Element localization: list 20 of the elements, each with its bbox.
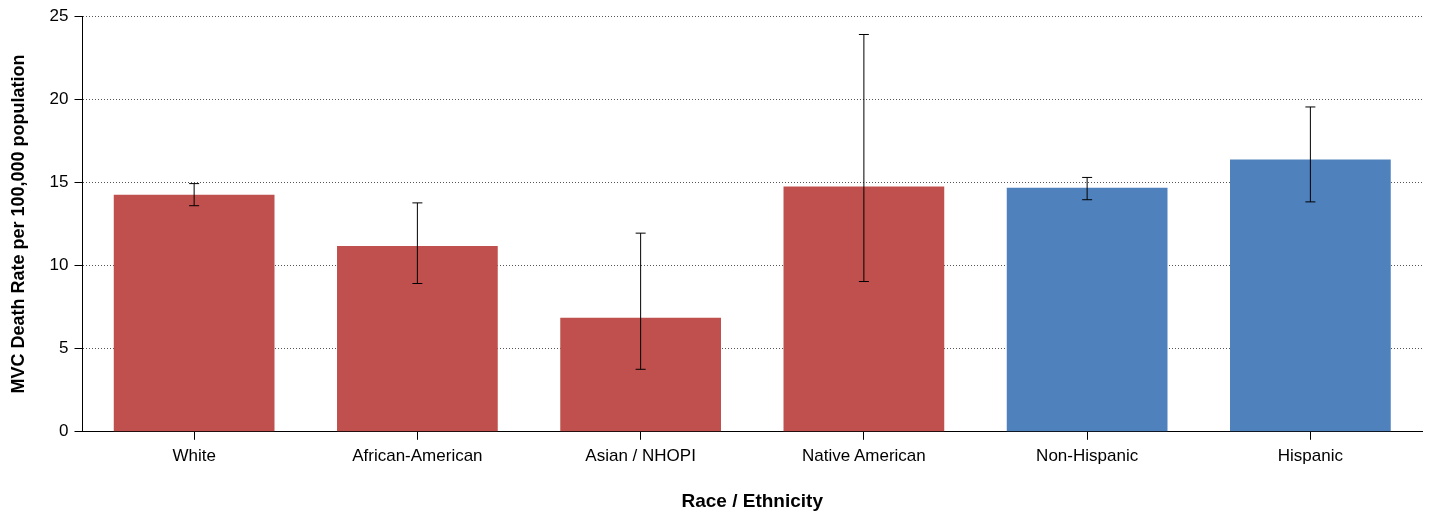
bar: [113, 194, 275, 432]
y-tick-label: 20: [49, 89, 69, 109]
x-axis-title: Race / Ethnicity: [681, 489, 824, 511]
y-tick-label: 10: [49, 255, 69, 275]
y-axis-title: MVC Death Rate per 100,000 population: [7, 54, 28, 394]
x-tick-label: Native American: [801, 445, 926, 465]
x-tick-label: African-American: [352, 445, 483, 465]
x-tick-label: Non-Hispanic: [1036, 445, 1139, 465]
bar: [337, 246, 498, 432]
y-tick-label: 15: [49, 172, 69, 192]
bar: [783, 186, 945, 432]
bar: [560, 317, 721, 432]
x-tick-label: White: [172, 445, 216, 465]
bar: [1230, 159, 1391, 432]
x-tick-label: Asian / NHOPI: [585, 445, 696, 465]
y-tick-label: 0: [59, 421, 69, 441]
y-tick-label: 5: [59, 338, 69, 358]
x-tick-label: Hispanic: [1277, 445, 1344, 465]
bar: [1006, 187, 1168, 432]
y-tick-label: 25: [49, 5, 69, 25]
